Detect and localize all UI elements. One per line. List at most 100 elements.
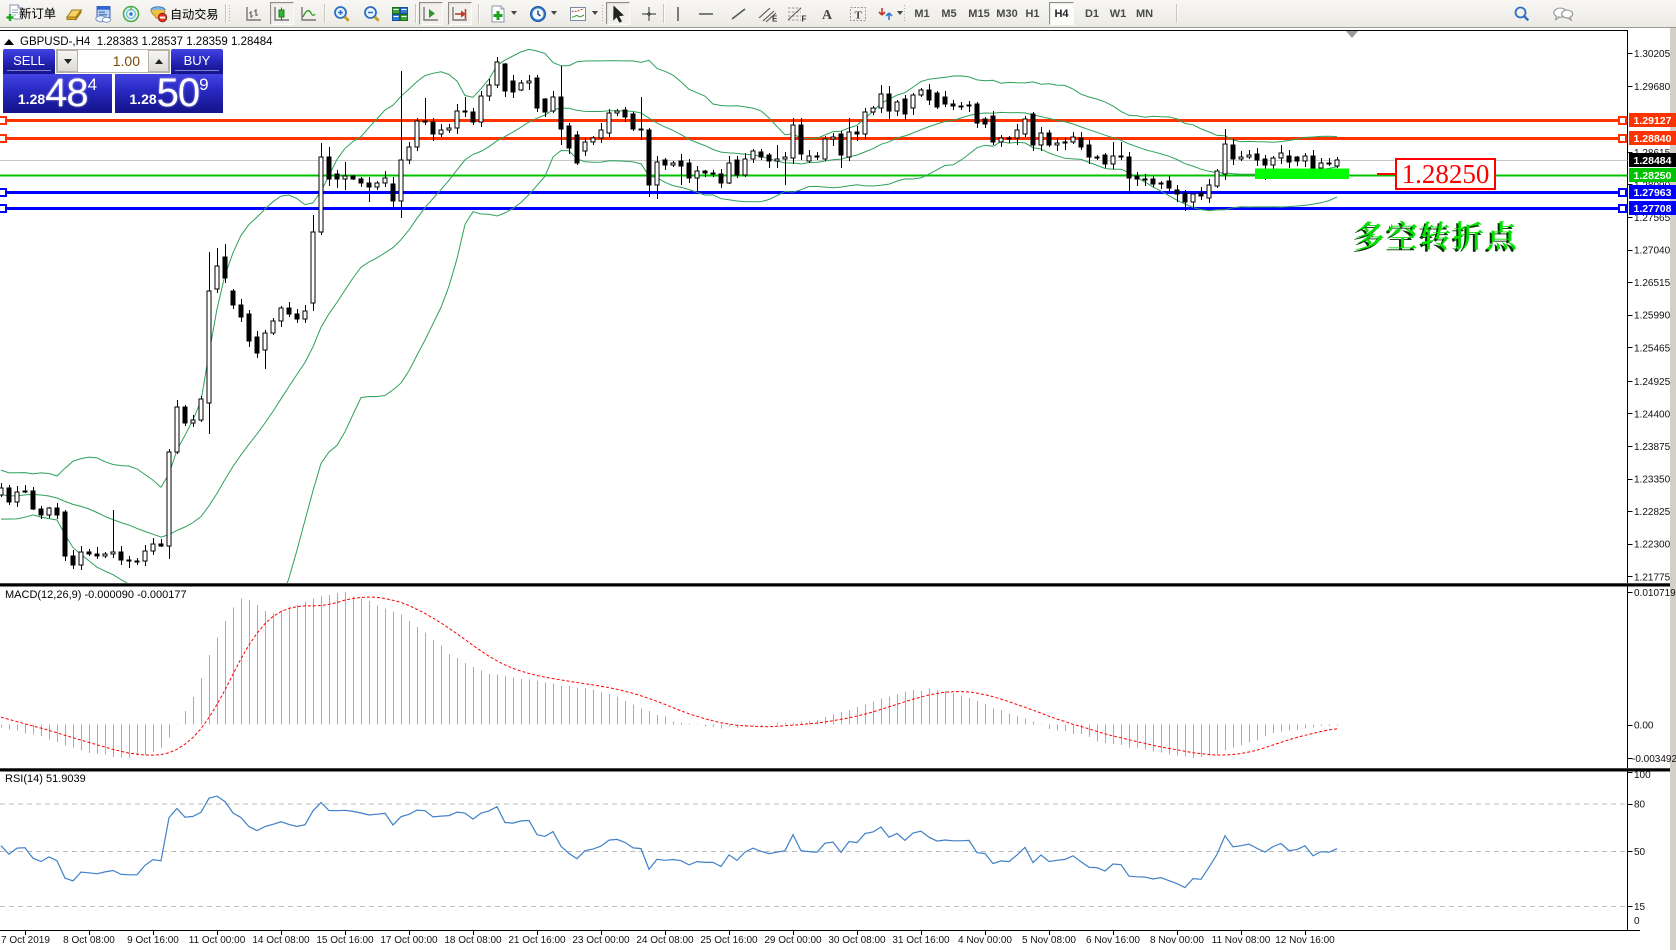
hline-chip[interactable]: 1.28840: [1629, 131, 1676, 145]
periods-caret[interactable]: [551, 11, 557, 15]
sell-price-button[interactable]: 1.28 48 4: [3, 73, 112, 113]
channel-button[interactable]: E: [756, 2, 780, 25]
pane-splitter[interactable]: [0, 583, 1676, 587]
volume-increase-button[interactable]: [148, 50, 169, 72]
cjk-glyph: [206, 9, 218, 20]
candle-body: [334, 173, 340, 180]
line-handle[interactable]: [0, 188, 7, 197]
chinese-annotation[interactable]: [1353, 220, 1525, 266]
autotrading-button[interactable]: [146, 2, 170, 25]
indicators-caret[interactable]: [511, 11, 517, 15]
collapse-panel-icon[interactable]: [4, 39, 14, 45]
new-order-button-icon-shape-shape: [6, 14, 13, 21]
bar-chart-button[interactable]: [242, 2, 266, 25]
autotrading-label[interactable]: [170, 8, 225, 29]
zoom-in-button[interactable]: [330, 2, 354, 25]
new-order-button[interactable]: [2, 2, 26, 25]
line-handle[interactable]: [0, 134, 7, 143]
bid-chip[interactable]: 1.28484: [1629, 153, 1676, 167]
tile-windows-button-icon-shape: [400, 6, 408, 14]
candle-body: [526, 80, 532, 84]
cjk-glyph: [1355, 221, 1384, 250]
toolbar-drag-handle: [602, 5, 605, 22]
navigator-button[interactable]: [119, 2, 143, 25]
candle-body: [270, 320, 276, 334]
candle-body: [630, 113, 636, 130]
candle-body: [54, 507, 60, 516]
cursor-button[interactable]: [606, 2, 630, 25]
candlestick-chart-button[interactable]: [270, 2, 294, 25]
timeframe-M1[interactable]: M1: [914, 7, 930, 20]
ohlc-values: 1.28383 1.28537 1.28359 1.28484: [96, 36, 273, 48]
price-tick-label: 1.24925: [1634, 377, 1671, 388]
crosshair-button[interactable]: [637, 2, 661, 25]
timeframe-M30[interactable]: M30: [996, 7, 1018, 20]
buy-button[interactable]: BUY: [171, 49, 223, 74]
line-handle[interactable]: [0, 204, 7, 213]
templates-caret[interactable]: [592, 11, 598, 15]
search-button[interactable]: [1510, 2, 1534, 25]
rsi-line: [0, 795, 1338, 889]
text-button[interactable]: A: [815, 2, 839, 25]
arrows-button[interactable]: [874, 2, 898, 25]
timeframe-M15[interactable]: M15: [968, 7, 990, 20]
highlight-rectangle[interactable]: [1255, 168, 1349, 180]
line-chart-button[interactable]: [297, 2, 321, 25]
text-label-button[interactable]: T: [846, 2, 870, 25]
trendline-button-icon: [731, 7, 746, 20]
hline-chip[interactable]: 1.29127: [1629, 113, 1676, 127]
templates-button[interactable]: [566, 2, 590, 25]
line-handle[interactable]: [1618, 188, 1627, 197]
timeframe-H1[interactable]: H1: [1025, 7, 1040, 20]
volume-decrease-button[interactable]: [57, 50, 78, 72]
vertical-line-button[interactable]: [666, 2, 690, 25]
zoom-out-button[interactable]: [360, 2, 384, 25]
price-annotation-box[interactable]: 1.28250: [1395, 158, 1496, 190]
timeframe-D1[interactable]: D1: [1084, 7, 1100, 20]
zoom-in-button-icon-shape: [343, 15, 350, 22]
hline-chip[interactable]: 1.27963: [1629, 185, 1676, 199]
timeframe-MN[interactable]: MN: [1135, 7, 1154, 20]
timeframe-H4[interactable]: H4: [1049, 2, 1074, 25]
volume-input[interactable]: 1.00: [78, 50, 148, 72]
fibonacci-button[interactable]: F: [785, 2, 809, 25]
periods-button[interactable]: [526, 2, 550, 25]
line-handle[interactable]: [1618, 116, 1627, 125]
candle-body: [598, 129, 604, 139]
price-tick-label: 1.29680: [1634, 82, 1671, 93]
chart-shift-button[interactable]: [419, 2, 443, 25]
horizontal-line-button[interactable]: [694, 2, 718, 25]
trendline-button-icon-shape: [731, 7, 746, 20]
chat-button-icon-shape: [1554, 15, 1560, 21]
shift-marker[interactable]: [1346, 31, 1358, 38]
sell-button[interactable]: SELL: [3, 49, 55, 74]
timeframe-M5[interactable]: M5: [941, 7, 957, 20]
hline-chip[interactable]: 1.27708: [1629, 201, 1676, 215]
candle-body: [278, 307, 284, 322]
buy-price-button[interactable]: 1.28 50 9: [115, 73, 223, 113]
line-handle[interactable]: [1618, 204, 1627, 213]
pane-splitter[interactable]: [0, 768, 1676, 772]
cjk-glyph: [1453, 221, 1484, 250]
new-order-label[interactable]: [19, 7, 62, 29]
arrows-caret[interactable]: [897, 11, 903, 15]
auto-scroll-button[interactable]: [448, 2, 472, 25]
line-handle[interactable]: [1618, 134, 1627, 143]
market-watch-button[interactable]: [62, 2, 86, 25]
data-window-button[interactable]: [91, 2, 115, 25]
trendline-button[interactable]: [727, 2, 751, 25]
cjk-glyph: [1388, 220, 1418, 249]
chat-button-icon-shape: [1567, 16, 1573, 21]
line-handle[interactable]: [0, 116, 7, 125]
hline-chip[interactable]: 1.28250: [1629, 168, 1676, 182]
candle-body: [94, 553, 100, 557]
templates-button-icon-shape: [571, 8, 585, 12]
chat-button[interactable]: [1551, 2, 1575, 25]
indicators-button[interactable]: [486, 2, 510, 25]
candle-body: [782, 156, 788, 160]
candle-body: [574, 134, 580, 164]
timeframe-W1[interactable]: W1: [1109, 7, 1127, 20]
tile-windows-button[interactable]: [388, 2, 412, 25]
candle-body: [246, 313, 252, 342]
